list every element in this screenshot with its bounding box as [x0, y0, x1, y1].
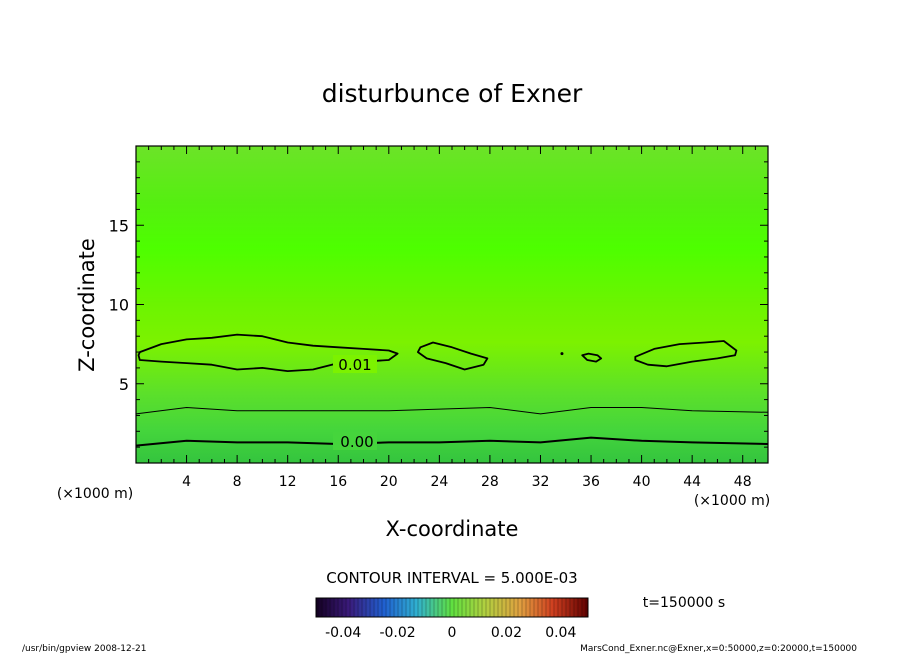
- x-tick-label: 36: [582, 474, 600, 490]
- x-tick-label: 44: [683, 474, 701, 490]
- chart-title: disturbunce of Exner: [322, 79, 583, 108]
- x-unit-left: (×1000 m): [57, 486, 133, 502]
- contour-closed-2: [581, 352, 603, 363]
- closed-contours: [137, 333, 738, 373]
- x-tick-label: 4: [182, 474, 191, 490]
- y-tick-label: 15: [109, 216, 129, 235]
- contour-lines: [135, 406, 769, 447]
- x-tick-label: 12: [279, 474, 297, 490]
- y-tick-label: 5: [119, 375, 129, 394]
- colorbar-ticks: -0.04 -0.02 0 0.02 0.04: [325, 625, 576, 641]
- x-tick-label: 16: [329, 474, 347, 490]
- contour-interval-label: CONTOUR INTERVAL = 5.000E-03: [326, 569, 577, 587]
- x-axis-ticks: 4 8 12 16 20 24 28 32 36 40 44 48: [148, 146, 756, 490]
- x-tick-label: 48: [734, 474, 752, 490]
- contour-closed-1: [416, 341, 489, 371]
- colorbar-tick-label: -0.02: [379, 625, 415, 641]
- footer-right: MarsCond_Exner.nc@Exner,x=0:50000,z=0:20…: [580, 644, 857, 654]
- colorbar-tick-label: 0.02: [491, 625, 522, 641]
- contour-closed-3: [634, 340, 738, 368]
- x-axis-label: X-coordinate: [386, 517, 519, 541]
- time-label: t=150000 s: [643, 595, 725, 611]
- x-tick-label: 24: [430, 474, 448, 490]
- y-axis-label: Z-coordinate: [75, 238, 99, 372]
- svg-text:0.01: 0.01: [338, 356, 371, 374]
- colorbar-tick-label: 0.04: [545, 625, 576, 641]
- x-tick-label: 28: [481, 474, 499, 490]
- x-tick-label: 40: [633, 474, 651, 490]
- contour-closed-0: [137, 333, 399, 373]
- plot-field: [136, 146, 768, 463]
- colorbar-frame: [315, 597, 589, 618]
- x-tick-label: 8: [233, 474, 242, 490]
- x-tick-label: 32: [532, 474, 550, 490]
- contour-line-0.005: [135, 406, 769, 415]
- contour-label-001: 0.01: [333, 355, 377, 374]
- contour-label-000: 0.00: [333, 432, 377, 451]
- y-tick-label: 10: [109, 296, 129, 315]
- contour-line-0.00: [135, 436, 769, 447]
- x-unit-right: (×1000 m): [694, 493, 770, 509]
- contour-dot-4: [560, 352, 564, 356]
- colorbar-tick-label: 0: [448, 625, 457, 641]
- colorbar-tick-label: -0.04: [325, 625, 361, 641]
- svg-text:0.00: 0.00: [340, 433, 373, 451]
- y-axis-ticks: 5 10 15: [109, 161, 768, 448]
- colorbar-stripes: [317, 598, 587, 617]
- x-tick-label: 20: [380, 474, 398, 490]
- footer-left: /usr/bin/gpview 2008-12-21: [22, 644, 146, 654]
- colorbar: [316, 598, 588, 617]
